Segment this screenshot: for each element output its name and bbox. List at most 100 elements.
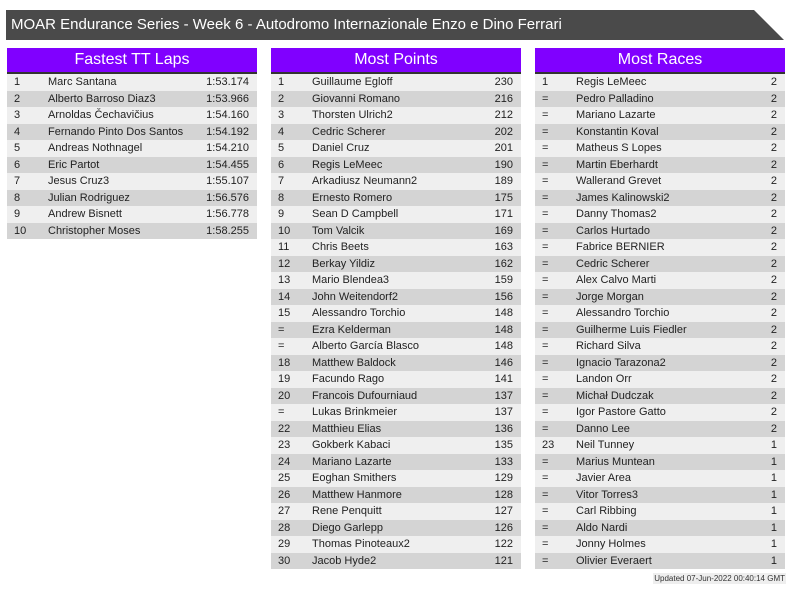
position: 10 bbox=[14, 224, 27, 237]
table-row: = Mariano Lazarte 2 bbox=[535, 107, 785, 124]
value: 1:54.160 bbox=[206, 109, 249, 121]
value: 2 bbox=[770, 389, 777, 402]
value: 148 bbox=[494, 307, 513, 319]
value: 2 bbox=[770, 125, 777, 138]
value: 1 bbox=[770, 538, 777, 550]
driver-name: Vitor Torres3 bbox=[576, 488, 638, 501]
position: 10 bbox=[278, 224, 291, 237]
table-body: 1 Regis LeMeec 2 = Pedro Palladino 2 = Mariano … bbox=[535, 74, 785, 569]
table-row: 30 Jacob Hyde2 121 bbox=[271, 552, 521, 569]
value: 1:53.174 bbox=[206, 76, 249, 88]
value: 1 bbox=[770, 439, 777, 451]
driver-name: Mariano Lazarte bbox=[576, 109, 656, 121]
value: 2 bbox=[770, 92, 777, 105]
table-row: = Aldo Nardi 1 bbox=[535, 519, 785, 536]
driver-name: Michał Dudczak bbox=[576, 389, 654, 402]
value: 2 bbox=[770, 307, 777, 319]
table-row: 5 Daniel Cruz 201 bbox=[271, 140, 521, 157]
position: = bbox=[542, 340, 549, 352]
table-row: = Matheus S Lopes 2 bbox=[535, 140, 785, 157]
driver-name: Ignacio Tarazona2 bbox=[576, 356, 666, 369]
driver-name: Igor Pastore Gatto bbox=[576, 406, 666, 418]
driver-name: Gokberk Kabaci bbox=[312, 439, 391, 451]
driver-name: Regis LeMeec bbox=[576, 76, 647, 88]
table-row: = James Kalinowski2 2 bbox=[535, 189, 785, 206]
table-row: = Fabrice BERNIER 2 bbox=[535, 239, 785, 256]
position: = bbox=[542, 323, 549, 336]
position: 1 bbox=[14, 76, 21, 88]
driver-name: Regis LeMeec bbox=[312, 158, 383, 171]
driver-name: Matheus S Lopes bbox=[576, 142, 662, 154]
driver-name: Facundo Rago bbox=[312, 373, 385, 385]
value: 2 bbox=[770, 422, 777, 435]
position: = bbox=[542, 505, 549, 517]
position: 4 bbox=[278, 125, 285, 138]
table-row: = Marius Muntean 1 bbox=[535, 453, 785, 470]
value: 2 bbox=[770, 76, 777, 88]
table-row: = Alberto García Blasco 148 bbox=[271, 338, 521, 355]
value: 1:56.778 bbox=[206, 208, 249, 220]
position: = bbox=[542, 406, 549, 418]
value: 212 bbox=[494, 109, 513, 121]
driver-name: Javier Area bbox=[576, 472, 632, 484]
value: 137 bbox=[494, 406, 513, 418]
table-row: 22 Matthieu Elias 136 bbox=[271, 420, 521, 437]
table-row: = Javier Area 1 bbox=[535, 470, 785, 487]
table-header: Most Points bbox=[271, 48, 521, 74]
position: 28 bbox=[278, 521, 291, 534]
table-row: 9 Andrew Bisnett 1:56.778 bbox=[7, 206, 257, 223]
table-row: 23 Neil Tunney 1 bbox=[535, 437, 785, 454]
position: 23 bbox=[278, 439, 291, 451]
driver-name: Aldo Nardi bbox=[576, 521, 628, 534]
page-title-bar: MOAR Endurance Series - Week 6 - Autodro… bbox=[6, 10, 784, 40]
driver-name: Lukas Brinkmeier bbox=[312, 406, 397, 418]
driver-name: Thomas Pinoteaux2 bbox=[312, 538, 410, 550]
value: 1:54.210 bbox=[206, 142, 249, 154]
value: 128 bbox=[494, 488, 513, 501]
driver-name: Sean D Campbell bbox=[312, 208, 399, 220]
table-row: 8 Ernesto Romero 175 bbox=[271, 189, 521, 206]
table-row: 11 Chris Beets 163 bbox=[271, 239, 521, 256]
table-row: 2 Alberto Barroso Diaz3 1:53.966 bbox=[7, 90, 257, 107]
value: 148 bbox=[494, 323, 513, 336]
position: = bbox=[542, 125, 549, 138]
driver-name: Ezra Kelderman bbox=[312, 323, 391, 336]
position: = bbox=[278, 406, 285, 418]
table-row: 3 Arnoldas Čechavičius 1:54.160 bbox=[7, 107, 257, 124]
driver-name: Julian Rodriguez bbox=[48, 191, 130, 204]
position: 5 bbox=[14, 142, 21, 154]
table-row: 28 Diego Garlepp 126 bbox=[271, 519, 521, 536]
driver-name: Giovanni Romano bbox=[312, 92, 401, 105]
position: = bbox=[542, 257, 549, 270]
value: 1 bbox=[770, 554, 777, 567]
value: 2 bbox=[770, 340, 777, 352]
value: 136 bbox=[494, 422, 513, 435]
value: 2 bbox=[770, 241, 777, 253]
driver-name: Martin Eberhardt bbox=[576, 158, 658, 171]
driver-name: Daniel Cruz bbox=[312, 142, 370, 154]
position: 3 bbox=[278, 109, 285, 121]
table-row: = Wallerand Grevet 2 bbox=[535, 173, 785, 190]
table-row: 5 Andreas Nothnagel 1:54.210 bbox=[7, 140, 257, 157]
value: 202 bbox=[494, 125, 513, 138]
driver-name: Richard Silva bbox=[576, 340, 641, 352]
table-row: = Jorge Morgan 2 bbox=[535, 288, 785, 305]
driver-name: Thorsten Ulrich2 bbox=[312, 109, 393, 121]
table-row: 26 Matthew Hanmore 128 bbox=[271, 486, 521, 503]
value: 190 bbox=[494, 158, 513, 171]
table-row: 6 Regis LeMeec 190 bbox=[271, 156, 521, 173]
value: 146 bbox=[494, 356, 513, 369]
table-body: 1 Marc Santana 1:53.174 2 Alberto Barroso Di… bbox=[7, 74, 257, 239]
position: 2 bbox=[278, 92, 285, 105]
value: 2 bbox=[770, 109, 777, 121]
table-row: 24 Mariano Lazarte 133 bbox=[271, 453, 521, 470]
value: 2 bbox=[770, 406, 777, 418]
position: 8 bbox=[278, 191, 285, 204]
table-row: 19 Facundo Rago 141 bbox=[271, 371, 521, 388]
value: 148 bbox=[494, 340, 513, 352]
position: 7 bbox=[14, 175, 21, 187]
driver-name: Arkadiusz Neumann2 bbox=[312, 175, 418, 187]
position: = bbox=[542, 191, 549, 204]
table-row: 8 Julian Rodriguez 1:56.576 bbox=[7, 189, 257, 206]
position: = bbox=[542, 109, 549, 121]
